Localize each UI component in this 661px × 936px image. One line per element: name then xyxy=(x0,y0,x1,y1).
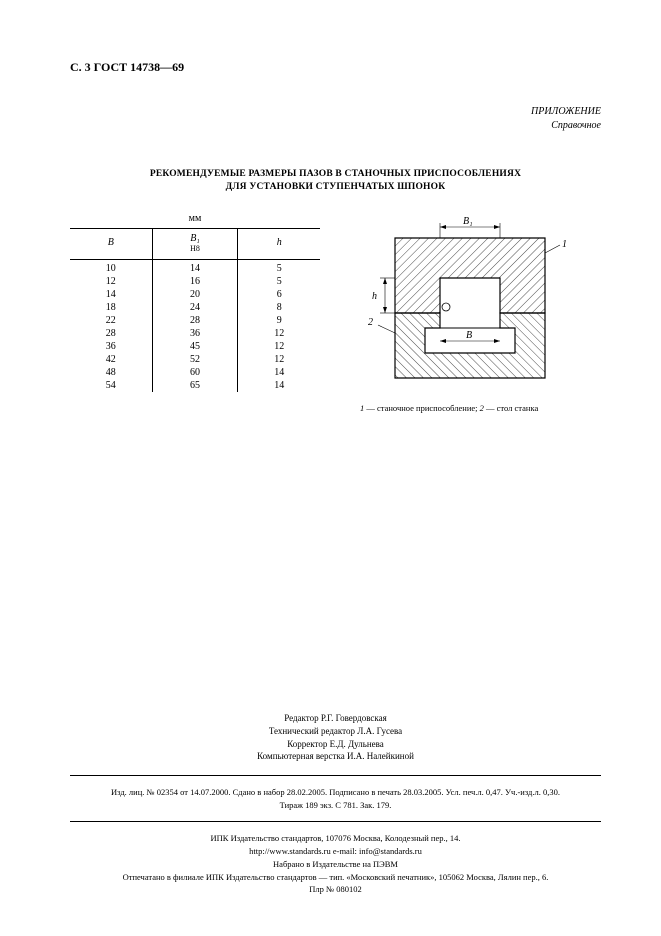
detail-line: Набрано в Издательстве на ПЭВМ xyxy=(70,858,601,871)
publisher-details: ИПК Издательство стандартов, 107076 Моск… xyxy=(70,832,601,896)
table-row: 22289 xyxy=(70,314,320,327)
pub-line: Тираж 189 экз. С 781. Зак. 179. xyxy=(70,799,601,812)
appendix-title: ПРИЛОЖЕНИЕ xyxy=(70,105,601,119)
table-row: 546514 xyxy=(70,379,320,392)
appendix-block: ПРИЛОЖЕНИЕ Справочное xyxy=(70,105,601,133)
credit-line: Технический редактор Л.А. Гусева xyxy=(70,725,601,738)
table-row: 10145 xyxy=(70,262,320,275)
table-row: 425212 xyxy=(70,353,320,366)
ref-label-1: 1 xyxy=(562,239,567,250)
dimensions-table: B B₁H8 h 10145 12165 14206 18248 22289 2… xyxy=(70,228,320,393)
cross-section-diagram: B₁ h B 1 2 xyxy=(360,213,570,388)
section-title: РЕКОМЕНДУЕМЫЕ РАЗМЕРЫ ПАЗОВ В СТАНОЧНЫХ … xyxy=(70,168,601,195)
col-header-h: h xyxy=(238,228,320,259)
table-row: 14206 xyxy=(70,288,320,301)
dim-label-B: B xyxy=(466,330,472,341)
document-page: С. 3 ГОСТ 14738—69 ПРИЛОЖЕНИЕ Справочное… xyxy=(0,0,661,936)
table-wrapper: мм B B₁H8 h 10145 12165 14206 18248 2228… xyxy=(70,213,320,393)
page-header: С. 3 ГОСТ 14738—69 xyxy=(70,60,601,75)
section-title-line2: ДЛЯ УСТАНОВКИ СТУПЕНЧАТЫХ ШПОНОК xyxy=(226,182,446,192)
dim-label-h: h xyxy=(372,291,377,302)
table-unit-label: мм xyxy=(70,213,320,224)
detail-line: Плр № 080102 xyxy=(70,883,601,896)
detail-line: Отпечатано в филиале ИПК Издательство ст… xyxy=(70,871,601,884)
table-row: 486014 xyxy=(70,366,320,379)
diagram-wrapper: B₁ h B 1 2 1 — стано xyxy=(360,213,601,413)
credit-line: Компьютерная верстка И.А. Налейкиной xyxy=(70,750,601,763)
col-header-B: B xyxy=(70,228,152,259)
detail-line: ИПК Издательство стандартов, 107076 Моск… xyxy=(70,832,601,845)
table-row: 18248 xyxy=(70,301,320,314)
table-body: 10145 12165 14206 18248 22289 283612 364… xyxy=(70,259,320,392)
footer-divider xyxy=(70,775,601,776)
footer-block: Редактор Р.Г. Говердовская Технический р… xyxy=(70,712,601,896)
publication-info: Изд. лиц. № 02354 от 14.07.2000. Сдано в… xyxy=(70,786,601,812)
credit-line: Корректор Е.Д. Дульнева xyxy=(70,738,601,751)
appendix-subtitle: Справочное xyxy=(70,119,601,133)
content-row: мм B B₁H8 h 10145 12165 14206 18248 2228… xyxy=(70,213,601,413)
table-row: 364512 xyxy=(70,340,320,353)
table-head: B B₁H8 h xyxy=(70,228,320,259)
diagram-caption: 1 — станочное приспособление; 2 — стол с… xyxy=(360,403,601,413)
credits-block: Редактор Р.Г. Говердовская Технический р… xyxy=(70,712,601,762)
detail-line: http://www.standards.ru e-mail: info@sta… xyxy=(70,845,601,858)
ref-label-2: 2 xyxy=(368,317,373,328)
table-row: 283612 xyxy=(70,327,320,340)
credit-line: Редактор Р.Г. Говердовская xyxy=(70,712,601,725)
section-title-line1: РЕКОМЕНДУЕМЫЕ РАЗМЕРЫ ПАЗОВ В СТАНОЧНЫХ … xyxy=(150,169,521,179)
table-row: 12165 xyxy=(70,275,320,288)
col-header-B1: B₁H8 xyxy=(152,228,238,259)
dim-label-B1: B₁ xyxy=(463,216,473,227)
pub-line: Изд. лиц. № 02354 от 14.07.2000. Сдано в… xyxy=(70,786,601,799)
footer-divider xyxy=(70,821,601,822)
